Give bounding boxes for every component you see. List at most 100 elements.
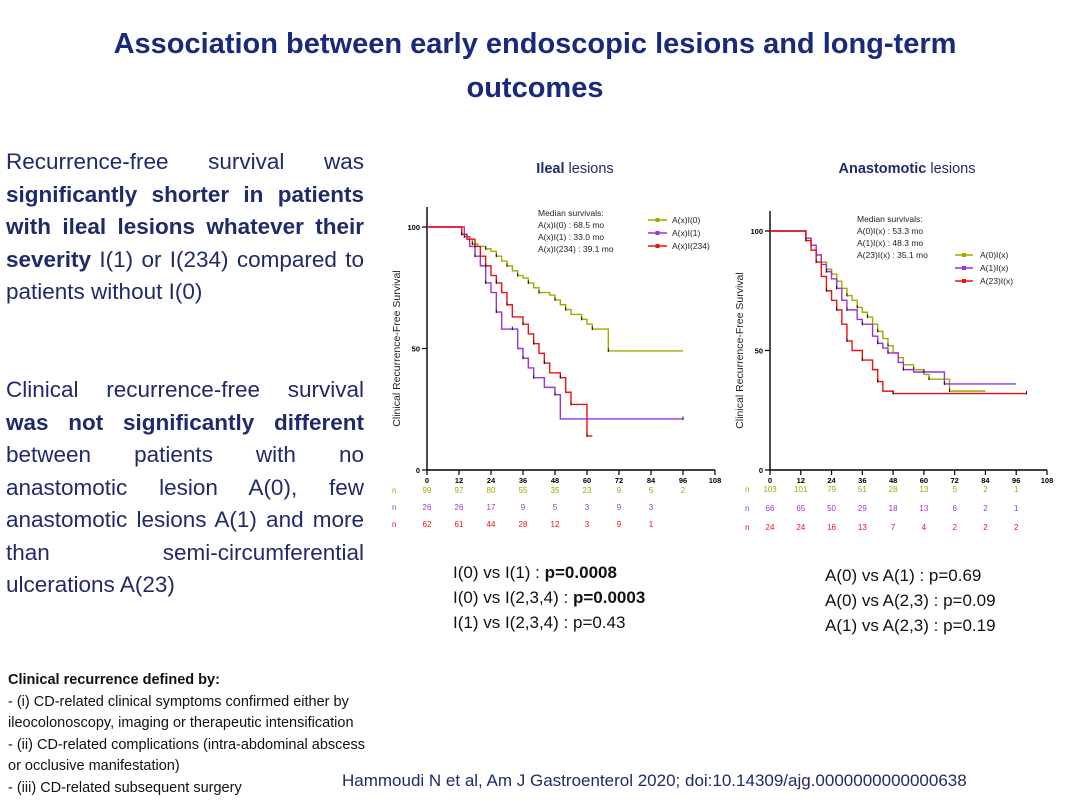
chart-title-bold: Anastomotic (839, 161, 927, 177)
n-at-risk-value: 28 (889, 485, 898, 494)
x-tick-label: 36 (519, 476, 527, 485)
n-at-risk-value: 55 (519, 486, 528, 495)
x-tick-label: 84 (647, 476, 656, 485)
n-at-risk-value: 9 (521, 503, 526, 512)
legend-marker (655, 244, 660, 248)
pvalue-line: I(0) vs I(1) : p=0.0008 (453, 560, 645, 585)
p-value: p=0.0008 (544, 563, 617, 582)
x-tick-label: 48 (551, 476, 559, 485)
definition-line: - (ii) CD-related complications (intra-a… (8, 736, 365, 753)
definition-heading: Clinical recurrence defined by: (8, 672, 220, 688)
n-at-risk-value: 7 (891, 523, 896, 532)
legend-label: A(1)I(x) (980, 263, 1009, 273)
x-tick-label: 72 (615, 476, 623, 485)
y-tick-label: 50 (412, 345, 420, 354)
p-value: p=0.43 (572, 613, 626, 632)
n-at-risk-value: 5 (553, 503, 558, 512)
p-value: p=0.09 (943, 591, 996, 610)
chart-title: Anastomotic lesions (839, 161, 976, 177)
y-tick-label: 50 (755, 347, 763, 356)
ileal-pvalues: I(0) vs I(1) : p=0.0008 I(0) vs I(2,3,4) … (453, 560, 645, 635)
legend-marker (655, 218, 660, 222)
n-at-risk-value: 13 (919, 485, 928, 494)
median-title: Median survivals: (857, 214, 923, 224)
legend-label: A(0)I(x) (980, 250, 1009, 260)
summary-text-run: I(1) or I(234) compared to patients with… (6, 246, 364, 305)
ileal-survival-chart: Ileal lesions 0 50 100 0 12 24 36 48 60 72 84 96 108 C… (380, 150, 725, 540)
x-tick-label: 60 (583, 476, 591, 485)
legend-label: A(x)I(234) (672, 241, 710, 251)
x-tick-label: 0 (768, 476, 772, 485)
comparison-label: A(0) vs A(1) : (825, 566, 929, 585)
n-at-risk-value: 23 (583, 486, 592, 495)
median-title: Median survivals: (538, 208, 604, 218)
summary-text-run: significantly shorter in patients with i… (6, 181, 364, 272)
n-at-risk-value: 62 (423, 520, 432, 529)
x-tick-label: 72 (950, 476, 958, 485)
n-at-risk-value: 2 (983, 485, 988, 494)
n-at-risk-value: 9 (617, 486, 622, 495)
definition-line: - (iii) CD-related subsequent surgery (8, 779, 242, 796)
n-at-risk-value: 61 (455, 520, 464, 529)
citation: Hammoudi N et al, Am J Gastroenterol 202… (342, 771, 967, 790)
pvalue-line: I(1) vs I(2,3,4) : p=0.43 (453, 610, 645, 635)
n-at-risk-label: n (745, 504, 749, 513)
n-at-risk-value: 12 (551, 520, 560, 529)
median-value: A(23)I(x) : 35.1 mo (857, 250, 928, 260)
n-at-risk-value: 26 (423, 503, 432, 512)
chart-title-rest: lesions (926, 161, 975, 177)
legend-label: A(x)I(1) (672, 228, 701, 238)
x-tick-label: 12 (797, 476, 805, 485)
n-at-risk-value: 24 (796, 523, 805, 532)
series-line-A(23)I(x) (770, 230, 1027, 395)
n-at-risk-value: 3 (649, 503, 654, 512)
anastomotic-survival-chart: Anastomotic lesions 0 50 100 0 12 24 36 48 60 72 84… (725, 150, 1060, 540)
legend-marker (962, 279, 966, 283)
anastomotic-pvalues: A(0) vs A(1) : p=0.69 A(0) vs A(2,3) : p=… (825, 563, 996, 638)
n-at-risk-value: 80 (487, 486, 496, 495)
definition-line: - (i) CD-related clinical symptoms confi… (8, 693, 349, 710)
page-title: Association between early endoscopic les… (113, 28, 957, 104)
n-at-risk-value: 1 (649, 520, 654, 529)
n-at-risk-value: 13 (919, 504, 928, 513)
pvalue-line: A(0) vs A(2,3) : p=0.09 (825, 588, 996, 613)
p-value: p=0.0003 (572, 588, 646, 607)
n-at-risk-label: n (392, 503, 396, 512)
median-value: A(x)I(234) : 39.1 mo (538, 244, 614, 254)
x-tick-label: 48 (889, 476, 897, 485)
n-at-risk-value: 5 (649, 486, 654, 495)
n-at-risk-value: 28 (519, 520, 528, 529)
n-at-risk-value: 50 (827, 504, 836, 513)
n-at-risk-value: 24 (766, 523, 775, 532)
x-tick-label: 96 (1012, 476, 1020, 485)
n-at-risk-value: 9 (617, 503, 622, 512)
n-at-risk-value: 79 (827, 485, 836, 494)
x-tick-label: 24 (827, 476, 836, 485)
comparison-label: I(0) vs I(2,3,4) : (453, 588, 573, 607)
x-tick-label: 0 (425, 476, 429, 485)
n-at-risk-value: 2 (1014, 523, 1019, 532)
n-at-risk-value: 26 (455, 503, 464, 512)
n-at-risk-value: 1 (1014, 504, 1019, 513)
legend-marker (655, 231, 660, 235)
anastomotic-summary-text: Clinical recurrence-free survival was no… (6, 374, 364, 602)
n-at-risk-value: 17 (487, 503, 496, 512)
summary-text-run: Recurrence-free survival was (6, 149, 364, 174)
summary-text-run: between patients with no anastomotic les… (6, 442, 364, 597)
pvalue-line: I(0) vs I(2,3,4) : p=0.0003 (453, 585, 645, 610)
x-tick-label: 108 (709, 476, 722, 485)
legend-label: A(23)I(x) (980, 276, 1013, 286)
y-tick-label: 100 (750, 227, 763, 236)
n-at-risk-value: 101 (794, 485, 808, 494)
legend-marker (962, 266, 966, 270)
n-at-risk-value: 2 (983, 523, 988, 532)
median-value: A(0)I(x) : 53.3 mo (857, 226, 923, 236)
comparison-label: A(1) vs A(2,3) : (825, 616, 944, 635)
n-at-risk-value: 66 (766, 504, 775, 513)
pvalue-line: A(1) vs A(2,3) : p=0.19 (825, 613, 996, 638)
ileal-summary-text: Recurrence-free survival was significant… (6, 146, 364, 309)
chart-title-bold: Ileal (536, 161, 564, 177)
y-tick-label: 0 (416, 466, 420, 475)
